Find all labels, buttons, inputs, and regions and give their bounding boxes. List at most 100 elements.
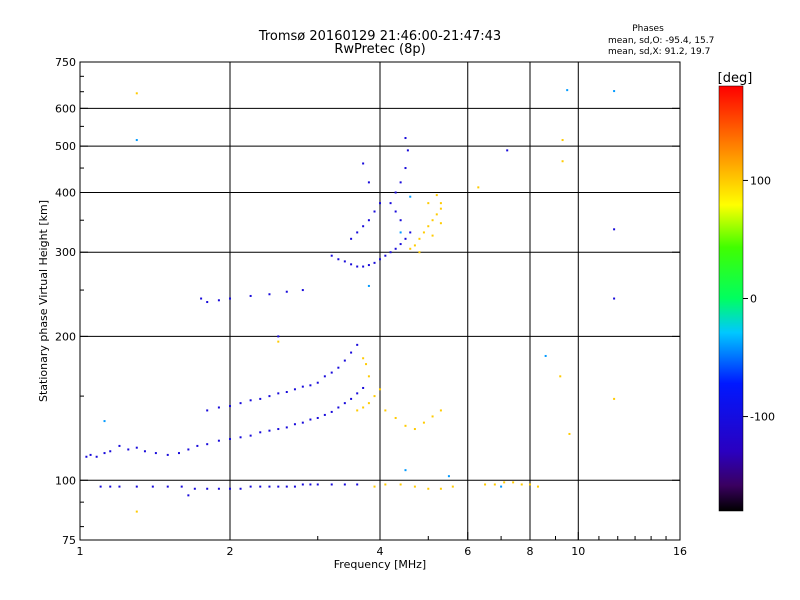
data-point-o bbox=[249, 485, 252, 488]
data-point-o bbox=[166, 453, 169, 456]
data-point-o bbox=[259, 397, 262, 400]
y-tick-label: 750 bbox=[55, 56, 76, 69]
data-point-o bbox=[217, 439, 220, 442]
data-point-o bbox=[277, 392, 280, 395]
data-point-o bbox=[206, 301, 209, 304]
data-point-x bbox=[431, 415, 434, 418]
data-point-x bbox=[451, 485, 454, 488]
data-point-o bbox=[356, 392, 359, 395]
data-point-x bbox=[427, 202, 430, 205]
data-point-x bbox=[367, 402, 370, 405]
data-point-x bbox=[439, 202, 442, 205]
stats-x-line: mean, sd,X: 91.2, 19.7 bbox=[608, 47, 710, 57]
data-point-x bbox=[409, 247, 412, 250]
data-point-o bbox=[343, 359, 346, 362]
data-point-o bbox=[350, 237, 353, 240]
data-point-x bbox=[365, 363, 368, 366]
data-point-o bbox=[193, 487, 196, 490]
data-point-x bbox=[362, 406, 365, 409]
x-tick-label: 10 bbox=[571, 545, 585, 558]
data-point-o bbox=[135, 485, 138, 488]
data-point-o bbox=[330, 483, 333, 486]
data-point-o bbox=[166, 485, 169, 488]
data-point-o bbox=[259, 431, 262, 434]
data-point-x bbox=[536, 485, 539, 488]
data-point-o bbox=[337, 366, 340, 369]
data-point-o bbox=[229, 297, 231, 300]
data-point-x bbox=[379, 388, 381, 391]
data-point-o bbox=[343, 402, 346, 405]
data-point-o bbox=[85, 455, 88, 458]
data-point-x bbox=[427, 487, 430, 490]
data-point-o bbox=[330, 254, 333, 257]
data-point-o bbox=[316, 416, 319, 419]
data-point-mixed bbox=[409, 195, 412, 198]
y-tick-label: 600 bbox=[55, 102, 76, 115]
data-point-o bbox=[277, 335, 280, 338]
chart-title: Tromsø 20160129 21:46:00-21:47:43 RwPret… bbox=[258, 29, 501, 57]
phase-stats: Phases mean, sd,O: -95.4, 15.7 mean, sd,… bbox=[608, 24, 714, 57]
data-point-o bbox=[180, 485, 183, 488]
x-tick-label: 2 bbox=[227, 545, 234, 558]
data-point-o bbox=[206, 443, 209, 446]
colorbar-label: [deg] bbox=[718, 71, 753, 86]
data-point-mixed bbox=[103, 420, 106, 423]
data-point-x bbox=[561, 139, 564, 142]
data-point-o bbox=[154, 452, 157, 455]
data-point-o bbox=[301, 289, 304, 292]
data-point-o bbox=[217, 487, 220, 490]
data-point-o bbox=[293, 388, 296, 391]
grid-lines bbox=[80, 62, 680, 540]
data-point-o bbox=[127, 448, 130, 451]
data-point-o bbox=[379, 202, 381, 205]
colorbar-tick-label: -100 bbox=[750, 411, 775, 424]
data-point-o bbox=[362, 265, 365, 268]
data-point-o bbox=[343, 260, 346, 263]
data-point-x bbox=[356, 409, 359, 412]
data-point-o bbox=[379, 258, 381, 261]
data-point-o bbox=[268, 395, 271, 398]
data-point-x bbox=[413, 485, 416, 488]
data-point-mixed bbox=[135, 139, 138, 142]
y-tick-label: 100 bbox=[55, 474, 76, 487]
data-point-x bbox=[422, 231, 425, 234]
data-point-o bbox=[249, 294, 252, 297]
data-point-x bbox=[413, 428, 416, 431]
data-point-o bbox=[316, 483, 319, 486]
data-point-x bbox=[413, 244, 416, 247]
data-point-x bbox=[520, 483, 523, 486]
data-point-x bbox=[422, 421, 425, 424]
data-point-o bbox=[406, 149, 409, 152]
data-point-o bbox=[404, 237, 407, 240]
data-point-x bbox=[135, 92, 138, 95]
data-point-o bbox=[268, 429, 271, 432]
data-point-o bbox=[239, 402, 242, 405]
data-point-o bbox=[293, 423, 296, 426]
data-point-o bbox=[404, 137, 407, 140]
data-point-o bbox=[389, 202, 392, 205]
data-point-x bbox=[561, 160, 564, 163]
data-point-o bbox=[373, 261, 376, 264]
data-point-o bbox=[103, 452, 106, 455]
data-point-mixed bbox=[544, 354, 547, 357]
title-line1: Tromsø 20160129 21:46:00-21:47:43 bbox=[258, 29, 501, 44]
data-point-x bbox=[439, 222, 442, 225]
data-point-o bbox=[309, 483, 312, 486]
data-point-o bbox=[301, 483, 304, 486]
data-point-o bbox=[394, 247, 397, 250]
data-point-o bbox=[268, 293, 271, 296]
data-point-o bbox=[367, 181, 370, 184]
data-point-mixed bbox=[447, 475, 450, 478]
data-point-x bbox=[431, 234, 434, 237]
data-point-mixed bbox=[500, 485, 503, 488]
data-point-x bbox=[613, 397, 616, 400]
data-point-o bbox=[367, 219, 370, 222]
data-point-x bbox=[373, 395, 376, 398]
data-point-mixed bbox=[613, 90, 616, 93]
data-point-o bbox=[350, 397, 353, 400]
data-point-x bbox=[435, 213, 438, 216]
x-tick-label: 8 bbox=[527, 545, 534, 558]
data-point-o bbox=[404, 167, 407, 170]
data-point-o bbox=[177, 452, 180, 455]
data-point-o bbox=[323, 413, 326, 416]
